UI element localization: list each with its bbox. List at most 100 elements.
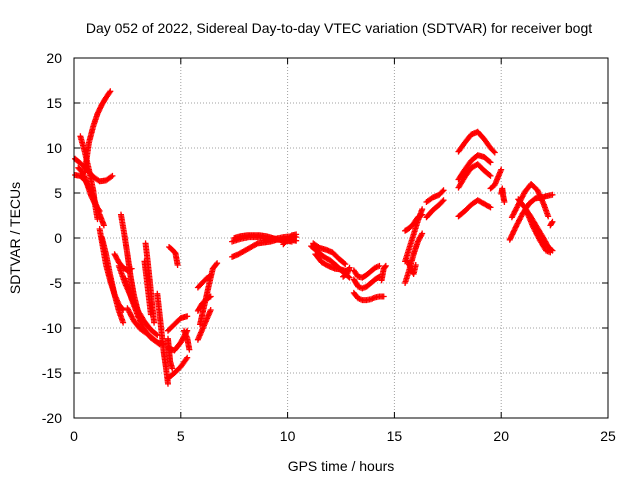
data-point xyxy=(346,274,353,281)
series-arc04 xyxy=(81,88,114,176)
data-point xyxy=(346,264,353,271)
series-arc53 xyxy=(523,208,554,256)
data-point xyxy=(108,173,115,180)
series-arc28 xyxy=(231,232,295,245)
series-arc16 xyxy=(164,354,191,382)
x-tick-label: 20 xyxy=(493,428,509,444)
series-arc33 xyxy=(340,264,353,280)
data-point xyxy=(486,203,493,210)
data-point xyxy=(501,199,508,205)
data-point xyxy=(169,365,176,372)
series-arc51 xyxy=(508,181,552,221)
series-arc14 xyxy=(142,240,158,326)
x-axis-label: GPS time / hours xyxy=(288,458,395,474)
data-point xyxy=(207,307,214,313)
data-point xyxy=(342,261,349,268)
data-point xyxy=(184,354,191,361)
data-point xyxy=(440,187,447,194)
series-arc31 xyxy=(312,251,351,275)
data-point xyxy=(107,88,114,95)
data-point xyxy=(487,159,494,166)
x-tick-label: 0 xyxy=(70,428,78,444)
data-point xyxy=(412,262,419,268)
y-tick-label: -5 xyxy=(50,275,63,291)
data-point xyxy=(153,331,160,338)
series-arc49 xyxy=(498,185,508,205)
data-point xyxy=(288,238,295,245)
data-point xyxy=(96,208,103,214)
data-point xyxy=(486,158,493,165)
y-tick-label: 5 xyxy=(54,185,62,201)
data-point xyxy=(94,216,101,223)
x-tick-label: 25 xyxy=(600,428,616,444)
y-tick-label: -10 xyxy=(42,320,62,336)
series-arc40 xyxy=(402,211,426,234)
data-point xyxy=(186,346,193,353)
data-point xyxy=(549,191,556,198)
data-point xyxy=(183,355,190,362)
series-arc46 xyxy=(455,197,494,220)
series-arc05 xyxy=(75,164,103,214)
grid-lines xyxy=(74,58,608,418)
series-arc41 xyxy=(404,257,419,277)
series-arc36 xyxy=(350,262,383,281)
x-tick-label: 5 xyxy=(177,428,185,444)
series-arc38 xyxy=(402,206,426,265)
data-point xyxy=(548,220,555,226)
series-arc18 xyxy=(164,313,191,334)
data-point xyxy=(214,260,221,267)
series-arc19 xyxy=(166,244,181,268)
series-arc34 xyxy=(350,273,383,292)
data-point xyxy=(418,212,425,219)
data-point xyxy=(109,172,116,179)
series-arc45 xyxy=(455,128,498,156)
data-point xyxy=(293,231,300,238)
y-axis-label: SDTVAR / TECUs xyxy=(7,182,23,294)
data-point xyxy=(549,218,556,225)
series-arc44 xyxy=(455,152,494,183)
data-point xyxy=(419,230,426,237)
series-arc43 xyxy=(423,187,447,205)
data-point xyxy=(419,206,426,213)
series-arc37 xyxy=(378,262,389,284)
series-arc48 xyxy=(487,166,505,192)
series-arc25 xyxy=(197,260,221,328)
series-arc42 xyxy=(423,197,447,221)
data-point xyxy=(440,197,447,204)
series-arc20 xyxy=(164,335,176,372)
data-point xyxy=(545,213,552,220)
data-points xyxy=(72,88,556,387)
series-arc12 xyxy=(124,305,163,348)
series-arc35 xyxy=(350,289,387,304)
y-tick-label: 10 xyxy=(46,140,62,156)
data-point xyxy=(439,198,446,205)
data-point xyxy=(487,204,494,211)
data-point xyxy=(95,206,102,213)
axis-ticks: 0 5 10 15 20 25 -20 -15 -10 -5 0 5 10 15 20 xyxy=(42,50,616,444)
data-point xyxy=(184,313,191,320)
data-point xyxy=(498,166,505,173)
data-point xyxy=(486,172,493,178)
data-point xyxy=(174,262,181,268)
series-arc15 xyxy=(154,290,171,387)
x-tick-label: 15 xyxy=(387,428,403,444)
data-point xyxy=(213,261,220,268)
data-point xyxy=(341,260,348,267)
y-tick-label: 20 xyxy=(46,50,62,66)
data-point xyxy=(382,263,389,270)
y-tick-label: -20 xyxy=(42,410,62,426)
series-arc21 xyxy=(181,327,193,353)
series-arc07 xyxy=(98,234,127,326)
data-point xyxy=(106,89,113,96)
series-arc29 xyxy=(280,231,300,248)
y-tick-label: 15 xyxy=(46,95,62,111)
data-point xyxy=(380,293,387,300)
data-point xyxy=(419,211,426,218)
series-arc54 xyxy=(547,218,556,229)
data-point xyxy=(490,148,497,155)
series-arc22 xyxy=(194,307,214,343)
data-point xyxy=(547,249,554,256)
data-point xyxy=(491,149,498,156)
x-tick-label: 10 xyxy=(280,428,296,444)
